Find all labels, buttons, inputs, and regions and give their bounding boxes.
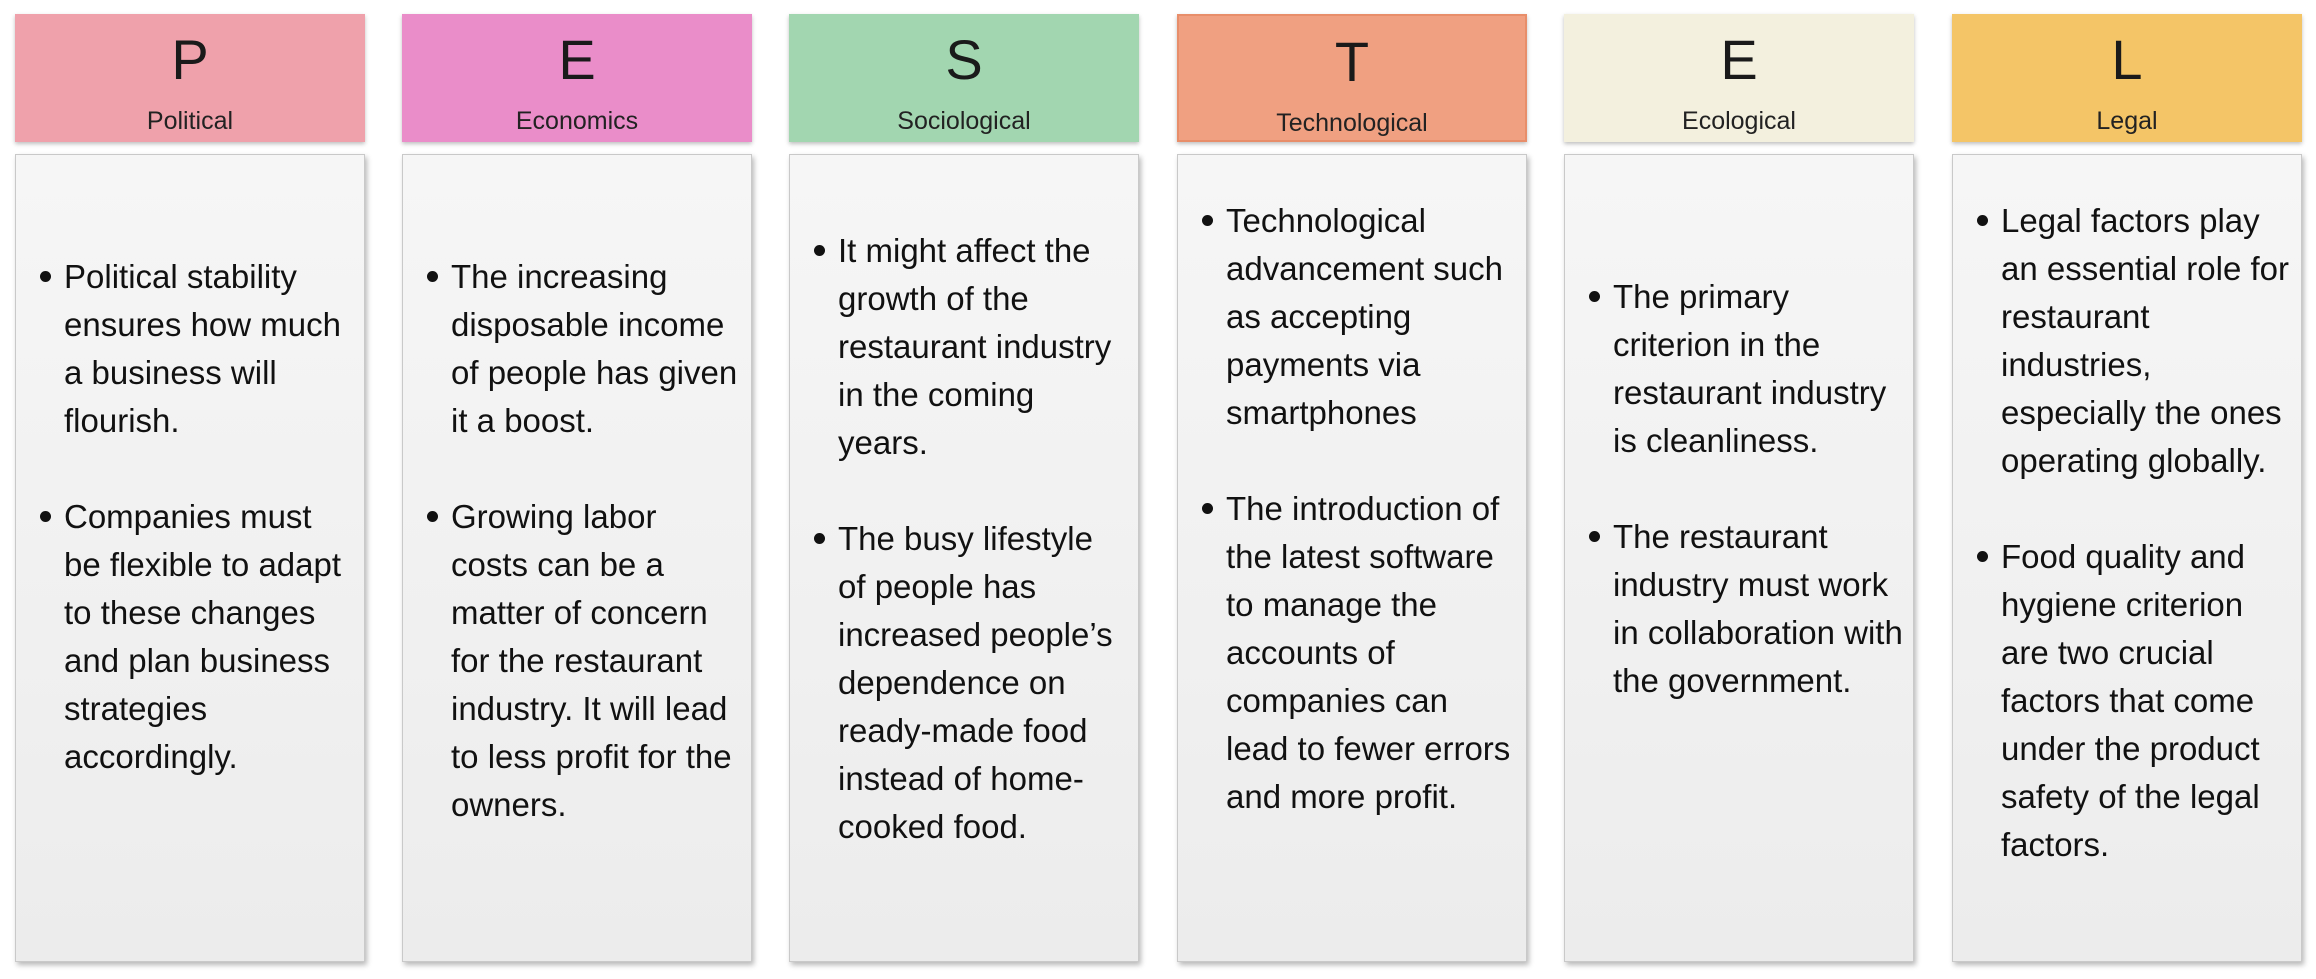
bullet-list: Technological advancement such as accept… xyxy=(1202,197,1516,821)
column-sociological: S Sociological It might affect the growt… xyxy=(789,14,1139,964)
bullet-list: Legal factors play an essential role for… xyxy=(1977,197,2291,869)
column-body: The increasing disposable income of peop… xyxy=(402,154,752,962)
bullet-item: It might affect the growth of the restau… xyxy=(814,227,1128,467)
bullet-icon xyxy=(1589,531,1600,542)
bullet-text: It might affect the growth of the restau… xyxy=(838,232,1112,461)
bullet-icon xyxy=(1202,503,1213,514)
header-title: Sociological xyxy=(897,107,1031,135)
column-political: P Political Political stability ensures … xyxy=(15,14,365,964)
bullet-icon xyxy=(427,271,438,282)
bullet-icon xyxy=(814,533,825,544)
bullet-item: Food quality and hygiene criterion are t… xyxy=(1977,533,2291,869)
bullet-item: Technological advancement such as accept… xyxy=(1202,197,1516,437)
column-header: E Ecological xyxy=(1564,14,1914,142)
column-header: E Economics xyxy=(402,14,752,142)
column-body: The primary criterion in the restaurant … xyxy=(1564,154,1914,962)
bullet-text: The introduction of the latest software … xyxy=(1226,490,1511,815)
bullet-icon xyxy=(1202,215,1213,226)
column-header: L Legal xyxy=(1952,14,2302,142)
bullet-text: Food quality and hygiene criterion are t… xyxy=(2001,538,2260,863)
column-body: Technological advancement such as accept… xyxy=(1177,154,1527,962)
bullet-item: Companies must be flexible to adapt to t… xyxy=(40,493,354,781)
header-title: Economics xyxy=(515,107,639,135)
column-header: P Political xyxy=(15,14,365,142)
bullet-icon xyxy=(1977,551,1988,562)
header-letter: E xyxy=(558,28,596,91)
header-letter: P xyxy=(171,28,209,91)
column-ecological: E Ecological The primary criterion in th… xyxy=(1564,14,1914,964)
header-letter: S xyxy=(945,28,983,91)
column-body: Legal factors play an essential role for… xyxy=(1952,154,2302,962)
bullet-item: The increasing disposable income of peop… xyxy=(427,253,741,445)
bullet-item: Growing labor costs can be a matter of c… xyxy=(427,493,741,829)
bullet-text: The restaurant industry must work in col… xyxy=(1613,518,1903,699)
header-letter: E xyxy=(1720,28,1758,91)
header-title: Technological xyxy=(1276,109,1428,137)
bullet-icon xyxy=(40,511,51,522)
header-title: Legal xyxy=(2096,107,2158,135)
bullet-text: The primary criterion in the restaurant … xyxy=(1613,278,1887,459)
bullet-text: The busy lifestyle of people has increas… xyxy=(838,520,1113,845)
column-header: T Technological xyxy=(1177,14,1527,142)
bullet-icon xyxy=(40,271,51,282)
header-letter: L xyxy=(2111,28,2143,91)
header-title: Political xyxy=(146,107,234,135)
bullet-text: The increasing disposable income of peop… xyxy=(451,258,738,439)
bullet-item: Political stability ensures how much a b… xyxy=(40,253,354,445)
header-title: Ecological xyxy=(1682,107,1796,135)
bullet-icon xyxy=(814,245,825,256)
bullet-icon xyxy=(1589,291,1600,302)
bullet-item: The restaurant industry must work in col… xyxy=(1589,513,1903,705)
bullet-text: Technological advancement such as accept… xyxy=(1226,202,1504,431)
column-economics: E Economics The increasing disposable in… xyxy=(402,14,752,964)
bullet-icon xyxy=(1977,215,1988,226)
column-technological: T Technological Technological advancemen… xyxy=(1177,14,1527,964)
bullet-text: Political stability ensures how much a b… xyxy=(64,258,341,439)
column-body: It might affect the growth of the restau… xyxy=(789,154,1139,962)
bullet-list: Political stability ensures how much a b… xyxy=(40,253,354,781)
bullet-item: The primary criterion in the restaurant … xyxy=(1589,273,1903,465)
header-letter: T xyxy=(1334,30,1370,93)
bullet-list: The increasing disposable income of peop… xyxy=(427,253,741,829)
column-header: S Sociological xyxy=(789,14,1139,142)
bullet-list: It might affect the growth of the restau… xyxy=(814,227,1128,851)
column-body: Political stability ensures how much a b… xyxy=(15,154,365,962)
bullet-icon xyxy=(427,511,438,522)
bullet-item: The busy lifestyle of people has increas… xyxy=(814,515,1128,851)
bullet-item: Legal factors play an essential role for… xyxy=(1977,197,2291,485)
bullet-text: Legal factors play an essential role for… xyxy=(2001,202,2289,479)
bullet-text: Companies must be flexible to adapt to t… xyxy=(64,498,342,775)
bullet-item: The introduction of the latest software … xyxy=(1202,485,1516,821)
bullet-text: Growing labor costs can be a matter of c… xyxy=(451,498,732,823)
column-legal: L Legal Legal factors play an essential … xyxy=(1952,14,2302,964)
bullet-list: The primary criterion in the restaurant … xyxy=(1589,273,1903,705)
